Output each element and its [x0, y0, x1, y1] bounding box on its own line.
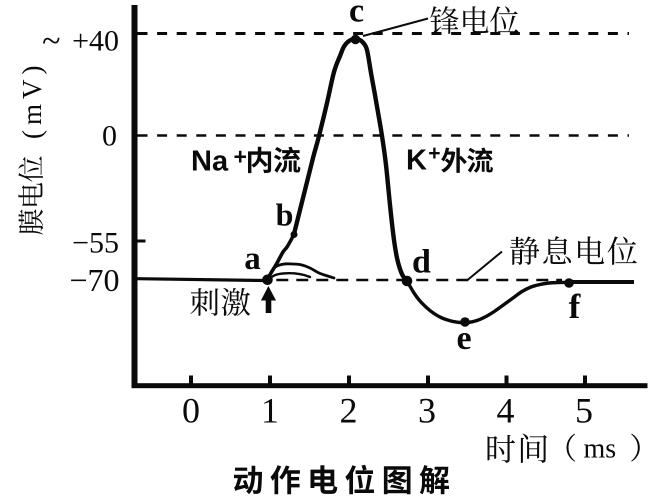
svg-text:ms: ms [584, 433, 617, 464]
svg-text:d: d [412, 244, 431, 281]
svg-text:3: 3 [418, 391, 436, 431]
svg-text:0: 0 [102, 120, 117, 153]
svg-text:4: 4 [497, 391, 515, 431]
svg-text:~: ~ [42, 23, 60, 60]
svg-text:e: e [456, 320, 471, 357]
svg-text:(mV): (mV) [17, 61, 47, 139]
svg-text:1: 1 [261, 391, 279, 431]
svg-text:2: 2 [340, 391, 358, 431]
svg-text:f: f [569, 287, 581, 326]
svg-text:5: 5 [575, 391, 593, 431]
svg-text:K: K [406, 145, 427, 177]
svg-text:c: c [349, 0, 364, 30]
svg-text:0: 0 [182, 391, 200, 431]
svg-text:Na: Na [191, 146, 229, 178]
svg-text:+40: +40 [72, 25, 119, 58]
svg-text:+: + [428, 142, 440, 165]
svg-text:−55: −55 [72, 227, 119, 260]
svg-text:+: + [234, 144, 247, 170]
svg-text:b: b [276, 197, 294, 233]
svg-text:−70: −70 [69, 262, 119, 298]
svg-text:a: a [244, 241, 261, 277]
